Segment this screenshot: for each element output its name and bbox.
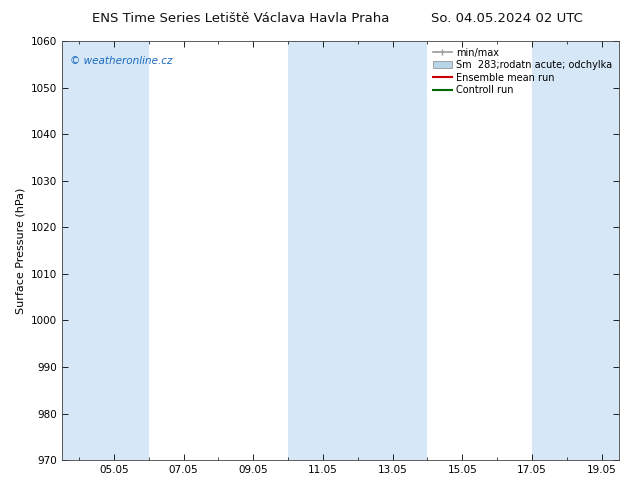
Bar — [532, 41, 619, 460]
Text: © weatheronline.cz: © weatheronline.cz — [70, 56, 172, 66]
Bar — [61, 41, 149, 460]
Bar — [288, 41, 427, 460]
Legend: min/max, Sm  283;rodatn acute; odchylka, Ensemble mean run, Controll run: min/max, Sm 283;rodatn acute; odchylka, … — [430, 46, 614, 97]
Y-axis label: Surface Pressure (hPa): Surface Pressure (hPa) — [15, 187, 25, 314]
Text: ENS Time Series Letiště Václava Havla Praha: ENS Time Series Letiště Václava Havla Pr… — [92, 12, 390, 25]
Text: So. 04.05.2024 02 UTC: So. 04.05.2024 02 UTC — [431, 12, 583, 25]
